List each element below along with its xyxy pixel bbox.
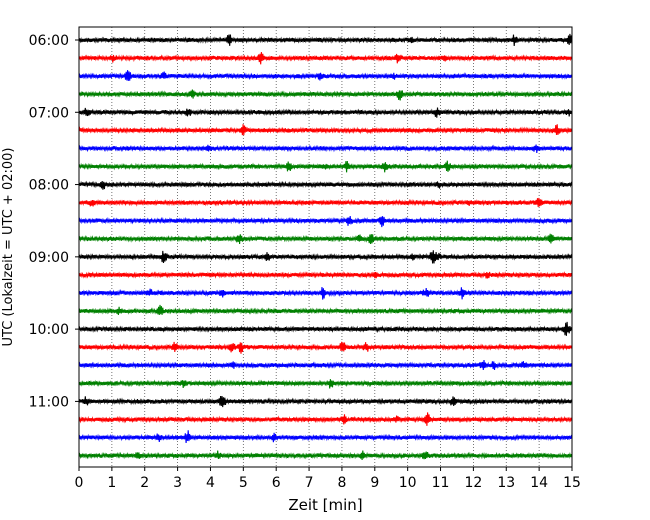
x-tick-label: 0 [75,475,84,491]
plot-frame [78,26,573,468]
seismic-trace [78,107,573,118]
seismic-trace [78,412,573,426]
seismic-trace [78,321,573,336]
seismic-trace [78,395,573,408]
x-tick-label: 9 [370,475,379,491]
x-tick-label: 14 [530,475,548,491]
x-axis-label: Zeit [min] [288,496,362,514]
seismic-trace [78,287,573,300]
seismic-trace [78,33,573,47]
y-tick-label: 06:00 [29,33,69,49]
seismic-trace [78,52,573,65]
seismic-trace [78,341,573,354]
y-tick-label: 08:00 [29,178,69,194]
x-tick-label: 15 [563,475,581,491]
x-tick-label: 8 [337,475,346,491]
x-tick-label: 10 [399,475,417,491]
seismic-trace [78,430,573,444]
y-tick-label: 10:00 [29,322,69,338]
x-tick-label: 2 [140,475,149,491]
y-axis-ticks: 06:00 07:00 08:00 09:00 10:00 11:00 [29,33,79,410]
seismic-trace [78,180,573,190]
seismic-trace [78,124,573,136]
seismic-trace [78,160,573,173]
x-tick-label: 3 [173,475,182,491]
x-tick-label: 7 [305,475,314,491]
seismic-trace [78,450,573,460]
x-tick-label: 11 [432,475,450,491]
seismic-trace [78,271,573,279]
seismic-trace [78,70,573,81]
seismic-trace [78,233,573,245]
seismic-trace [78,89,573,101]
x-axis-ticks: 0 1 2 3 4 5 6 7 8 9 10 11 12 13 14 15 [75,467,581,491]
seismic-trace [78,144,573,153]
y-axis-label: UTC (Lokalzeit = UTC + 02:00) [1,148,16,347]
y-tick-label: 11:00 [29,394,69,410]
seismic-trace [78,216,573,228]
x-tick-label: 13 [497,475,515,491]
x-tick-label: 1 [107,475,116,491]
x-tick-label: 12 [464,475,482,491]
x-tick-label: 4 [206,475,215,491]
trace-layer [78,33,573,460]
seismic-trace [78,359,573,371]
x-tick-label: 5 [239,475,248,491]
x-tick-label: 6 [272,475,281,491]
grid-lines [111,27,540,467]
y-tick-label: 09:00 [29,250,69,266]
seismic-trace [78,379,573,389]
seismic-trace [78,304,573,315]
seismic-trace [78,250,573,264]
y-tick-label: 07:00 [29,105,69,121]
seismic-trace [78,197,573,208]
